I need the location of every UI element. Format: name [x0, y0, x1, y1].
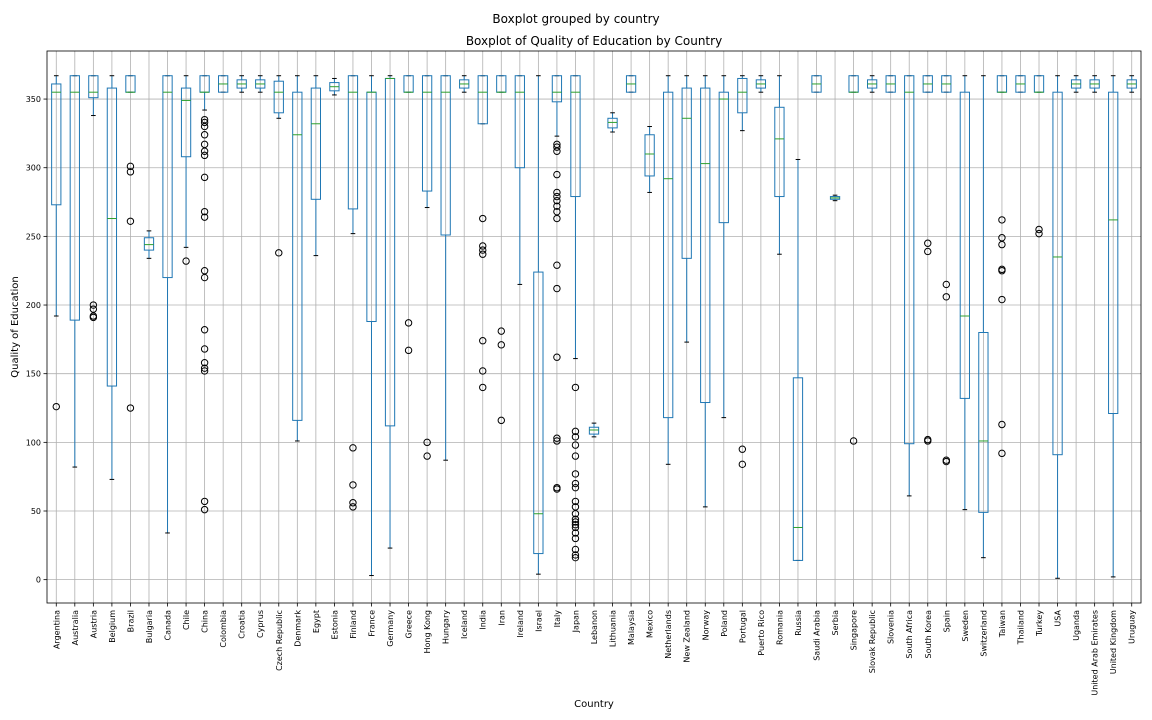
x-tick-label: Hungary	[442, 610, 451, 644]
x-tick-label: Denmark	[293, 610, 302, 647]
y-tick-label: 100	[26, 438, 41, 447]
x-tick-label: Chile	[182, 610, 191, 630]
x-tick-label: Cyprus	[256, 610, 265, 638]
x-tick-label: Australia	[71, 610, 80, 645]
tick-layer: 0 50 100 150 200 250 300 350 Argentina Australia A…	[26, 95, 1137, 696]
x-tick-label: Uganda	[1072, 610, 1081, 641]
box-group	[256, 76, 265, 92]
x-tick-label: Colombia	[219, 610, 228, 648]
y-tick-label: 150	[26, 370, 41, 379]
box-group	[868, 76, 877, 92]
x-tick-label: Egypt	[312, 610, 321, 633]
x-tick-label: Iceland	[460, 610, 469, 639]
x-tick-label: Lithuania	[609, 610, 618, 647]
x-tick-label: Switzerland	[979, 610, 988, 657]
x-tick-label: Saudi Arabia	[813, 610, 822, 661]
x-tick-label: India	[479, 610, 488, 630]
x-tick-label: Uruguay	[1128, 610, 1137, 644]
x-tick-label: Ireland	[516, 610, 525, 638]
x-tick-label: Finland	[349, 610, 358, 639]
x-tick-label: Singapore	[850, 610, 859, 650]
box-group	[460, 76, 469, 92]
x-tick-label: Belgium	[108, 610, 117, 643]
x-tick-label: South Africa	[905, 610, 914, 659]
x-tick-label: Czech Republic	[275, 610, 284, 671]
x-tick-label: Japan	[571, 610, 580, 633]
x-tick-label: Iran	[497, 610, 506, 626]
x-tick-label: Taiwan	[998, 610, 1007, 638]
box-group	[330, 78, 339, 94]
box-group	[830, 195, 839, 200]
x-tick-label: Poland	[720, 610, 729, 637]
box-group	[1090, 76, 1099, 92]
x-tick-label: USA	[1054, 609, 1063, 626]
x-tick-label: Brazil	[126, 610, 135, 632]
x-tick-label: Spain	[942, 610, 951, 632]
x-tick-label: United Arab Emirates	[1091, 610, 1100, 696]
x-tick-label: Croatia	[238, 610, 247, 639]
grid-layer	[47, 51, 1141, 603]
box-group	[1127, 76, 1136, 92]
y-tick-label: 0	[36, 576, 41, 585]
y-tick-label: 50	[31, 507, 41, 516]
x-tick-label: Sweden	[961, 610, 970, 642]
x-tick-label: Russia	[794, 610, 803, 636]
y-tick-label: 350	[26, 95, 41, 104]
x-tick-label: Canada	[164, 610, 173, 641]
x-tick-label: Greece	[405, 610, 414, 639]
x-tick-label: Bulgaria	[145, 610, 154, 643]
x-tick-label: Netherlands	[664, 610, 673, 659]
box-group	[144, 231, 153, 258]
box-group	[608, 113, 617, 132]
box-group	[756, 76, 765, 92]
x-tick-label: Puerto Rico	[757, 610, 766, 656]
x-tick-label: Lebanon	[590, 610, 599, 644]
x-tick-label: Turkey	[1035, 610, 1044, 637]
x-tick-label: France	[367, 610, 376, 637]
x-tick-label: Hong Kong	[423, 610, 432, 654]
x-tick-label: Israel	[534, 610, 543, 632]
x-tick-label: Portugal	[738, 610, 747, 643]
x-tick-label: China	[201, 610, 210, 633]
y-axis-label: Quality of Education	[10, 276, 21, 378]
box-group	[1071, 76, 1080, 92]
x-tick-label: Thailand	[1016, 610, 1025, 645]
y-tick-label: 200	[26, 301, 41, 310]
y-tick-label: 300	[26, 164, 41, 173]
x-tick-label: Estonia	[330, 610, 339, 640]
x-tick-label: Norway	[701, 610, 710, 641]
x-tick-label: Italy	[553, 610, 562, 628]
x-tick-label: New Zealand	[683, 610, 692, 663]
x-tick-label: South Korea	[924, 610, 933, 659]
x-tick-label: Romania	[775, 610, 784, 645]
box-group	[237, 76, 246, 92]
x-tick-label: Slovak Republic	[868, 610, 877, 673]
x-tick-label: Serbia	[831, 610, 840, 636]
x-tick-label: Slovenia	[887, 610, 896, 644]
x-tick-label: Mexico	[646, 610, 655, 638]
x-tick-label: Argentina	[52, 610, 61, 649]
x-tick-label: Malaysia	[627, 610, 636, 645]
x-tick-label: Germany	[386, 610, 395, 647]
x-tick-label: United Kingdom	[1109, 610, 1118, 674]
box-group	[589, 423, 598, 437]
x-tick-label: Austria	[89, 610, 98, 638]
y-tick-label: 250	[26, 232, 41, 241]
x-axis-label: Country	[574, 699, 614, 710]
